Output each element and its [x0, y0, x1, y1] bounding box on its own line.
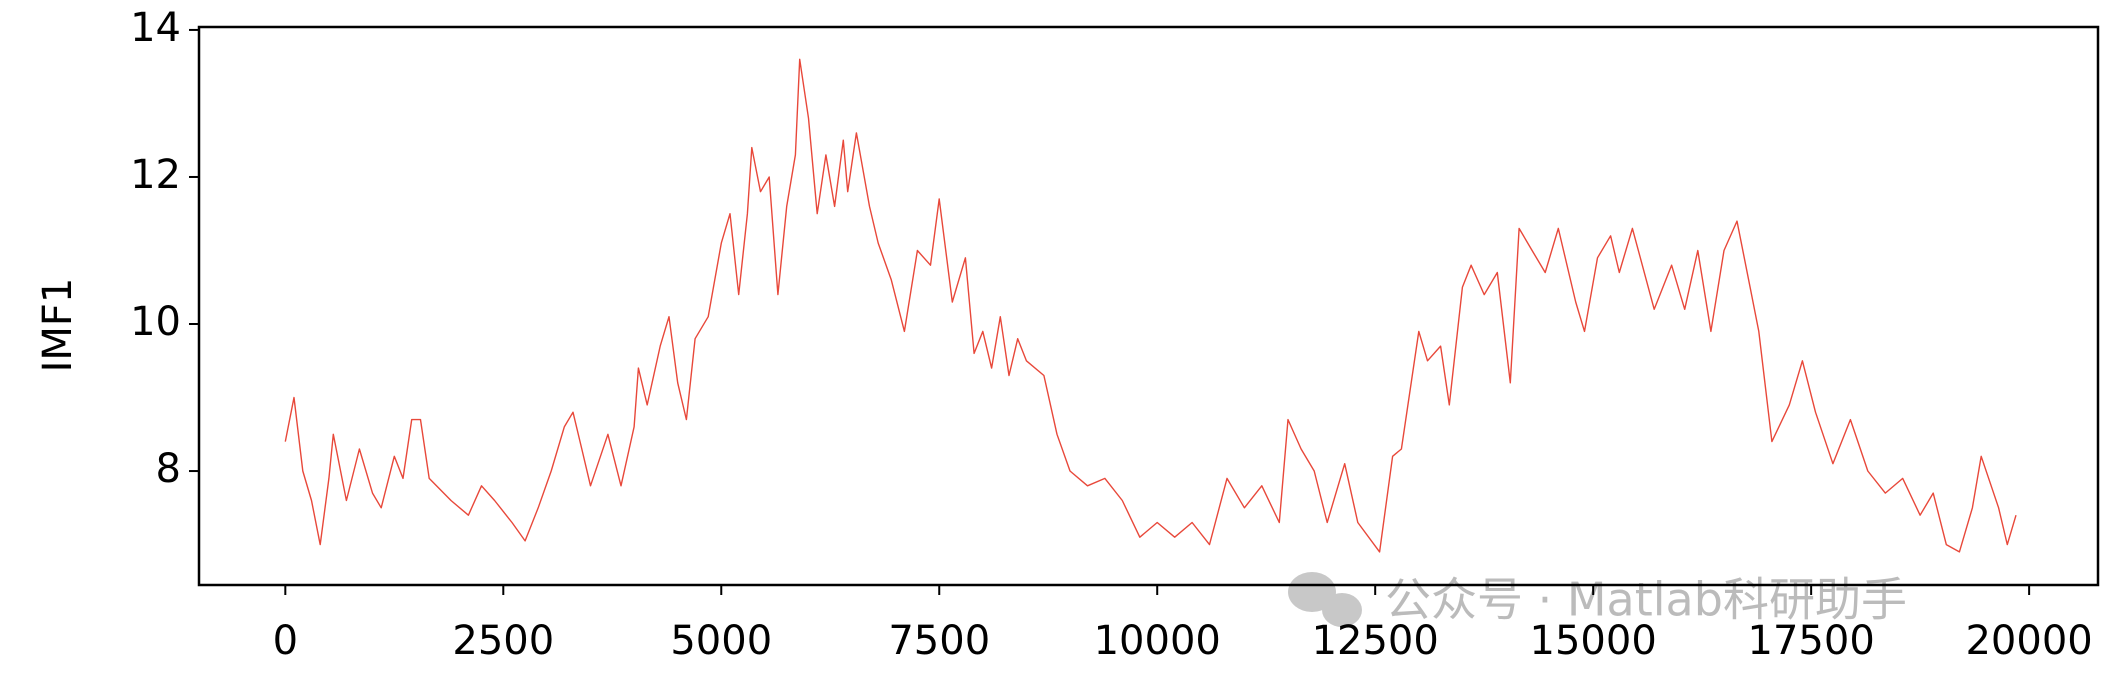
x-tick-label: 15000: [1530, 618, 1657, 664]
data-line: [284, 58, 2017, 553]
x-tick-label: 7500: [888, 618, 990, 664]
x-tick-label: 5000: [670, 618, 772, 664]
plot-frame: [197, 25, 2100, 587]
watermark: 公众号 · Matlab科研助手: [1385, 573, 1907, 627]
y-tick-label: 10: [130, 299, 181, 345]
x-tick-label: 2500: [452, 618, 554, 664]
y-tick-label: 8: [156, 446, 181, 492]
x-tick-label: 20000: [1965, 618, 2092, 664]
y-tick-label: 12: [130, 152, 181, 198]
watermark-icon: [1288, 572, 1362, 627]
x-tick-label: 17500: [1748, 618, 1875, 664]
y-axis-label: IMF1: [35, 278, 81, 373]
x-tick-label: 12500: [1312, 618, 1439, 664]
y-tick-label: 14: [130, 5, 181, 51]
x-tick-label: 10000: [1094, 618, 1221, 664]
x-tick-label: 0: [273, 618, 298, 664]
